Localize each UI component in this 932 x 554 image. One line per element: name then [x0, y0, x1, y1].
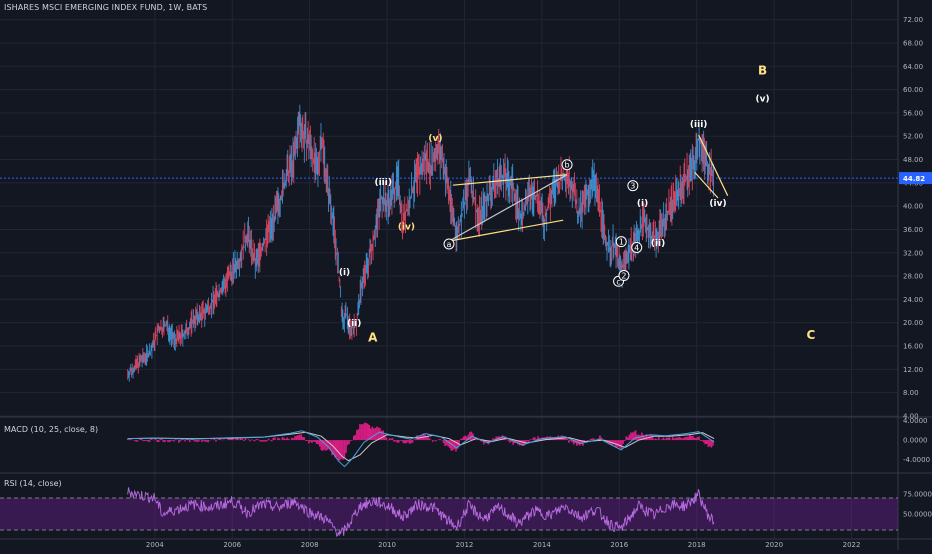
price-tick-label: 64.00 [903, 63, 923, 71]
time-tick-label: 2010 [378, 541, 396, 549]
wave-circle-label: 1 [619, 238, 624, 247]
wave-label: (ii) [347, 319, 361, 329]
wave-circle [561, 159, 573, 171]
wave-circle-label: 4 [634, 243, 639, 252]
time-tick-label: 2004 [146, 541, 164, 549]
rsi-band-fill [0, 498, 898, 530]
price-tick-label: 20.00 [903, 319, 923, 327]
wave-circle-label: c [616, 277, 620, 286]
trendline-diagonal [448, 174, 568, 242]
time-tick-label: 2020 [765, 541, 783, 549]
axis-layer: 72.00 68.00 64.00 60.00 56.00 52.00 48.00 4 4.00… [146, 16, 932, 549]
wave-circle [631, 241, 643, 253]
rsi-line [127, 487, 715, 538]
macd-line [127, 430, 715, 468]
trendline-wedge-upper [698, 134, 729, 196]
wave-circle-label: a [447, 240, 452, 249]
rsi-layer [0, 487, 898, 538]
wave-circle [627, 180, 639, 192]
wave-circle [443, 238, 455, 250]
price-tick-label: 72.00 [903, 16, 923, 24]
price-tick-label: 40.00 [903, 203, 923, 211]
price-tick-label: 52.00 [903, 133, 923, 141]
wave-label: (v) [755, 94, 769, 104]
macd-pane-label: MACD (10, 25, close, 8) [4, 425, 99, 434]
price-tick-label: 56.00 [903, 109, 923, 117]
price-tick-label: 48.00 [903, 156, 923, 164]
trendline-lower [448, 219, 564, 242]
macd-layer [126, 422, 715, 468]
price-tick-label: 28.00 [903, 273, 923, 281]
time-tick-label: 2022 [843, 541, 861, 549]
time-tick-label: 2018 [688, 541, 706, 549]
rsi-tick-label: 75.0000 [903, 491, 932, 499]
macd-tick-label: 4.0000 [903, 417, 928, 425]
price-tick-label: 8.00 [903, 389, 919, 397]
wave-label: B [758, 63, 767, 77]
wave-label: (iii) [690, 120, 707, 130]
trendline-upper [452, 174, 568, 186]
wave-label: (ii) [651, 239, 665, 249]
wave-label: (v) [428, 134, 442, 144]
time-tick-label: 2006 [223, 541, 241, 549]
price-tick-label: 16.00 [903, 343, 923, 351]
price-tick-label: 24.00 [903, 296, 923, 304]
time-tick-label: 2008 [301, 541, 319, 549]
price-tick-label: 60.00 [903, 86, 923, 94]
last-price-label: 44.82 [903, 175, 925, 183]
price-tick-label: 12.00 [903, 366, 923, 374]
wave-circle [615, 236, 627, 248]
macd-tick-label: -4.0000 [903, 456, 930, 464]
wave-label: (iv) [398, 222, 415, 232]
time-tick-label: 2012 [456, 541, 474, 549]
wave-label: (iv) [709, 199, 726, 209]
wave-label: A [368, 330, 378, 344]
time-tick-label: 2016 [610, 541, 628, 549]
macd-signal-line [127, 431, 715, 462]
macd-tick-label: 0.0000 [903, 437, 928, 445]
price-tick-label: 4.00 [903, 413, 919, 421]
chart-title: ISHARES MSCI EMERGING INDEX FUND, 1W, BA… [4, 3, 208, 12]
rsi-tick-label: 50.0000 [903, 511, 932, 519]
price-tick-label: 68.00 [903, 39, 923, 47]
time-tick-label: 2014 [533, 541, 551, 549]
wave-label: (i) [637, 199, 648, 209]
price-tick-label: 36.00 [903, 226, 923, 234]
wave-circle-label: 3 [630, 182, 635, 191]
wave-label: C [807, 328, 816, 342]
price-layer [0, 104, 898, 382]
wave-circle [618, 269, 630, 281]
wave-circle-label: 2 [621, 271, 626, 280]
rsi-pane-label: RSI (14, close) [4, 479, 62, 488]
last-price-tag [899, 172, 932, 185]
wave-circle-label: b [565, 161, 570, 170]
price-tick-label: 32.00 [903, 249, 923, 257]
annotation-layer: A (i) (ii) (iii) (iv) (v) (iii) (iv) (v) (ii) (i) B… [339, 63, 816, 344]
wave-label: (i) [339, 268, 350, 278]
trendline-wedge-lower [694, 171, 719, 199]
wave-label: (iii) [374, 178, 391, 188]
